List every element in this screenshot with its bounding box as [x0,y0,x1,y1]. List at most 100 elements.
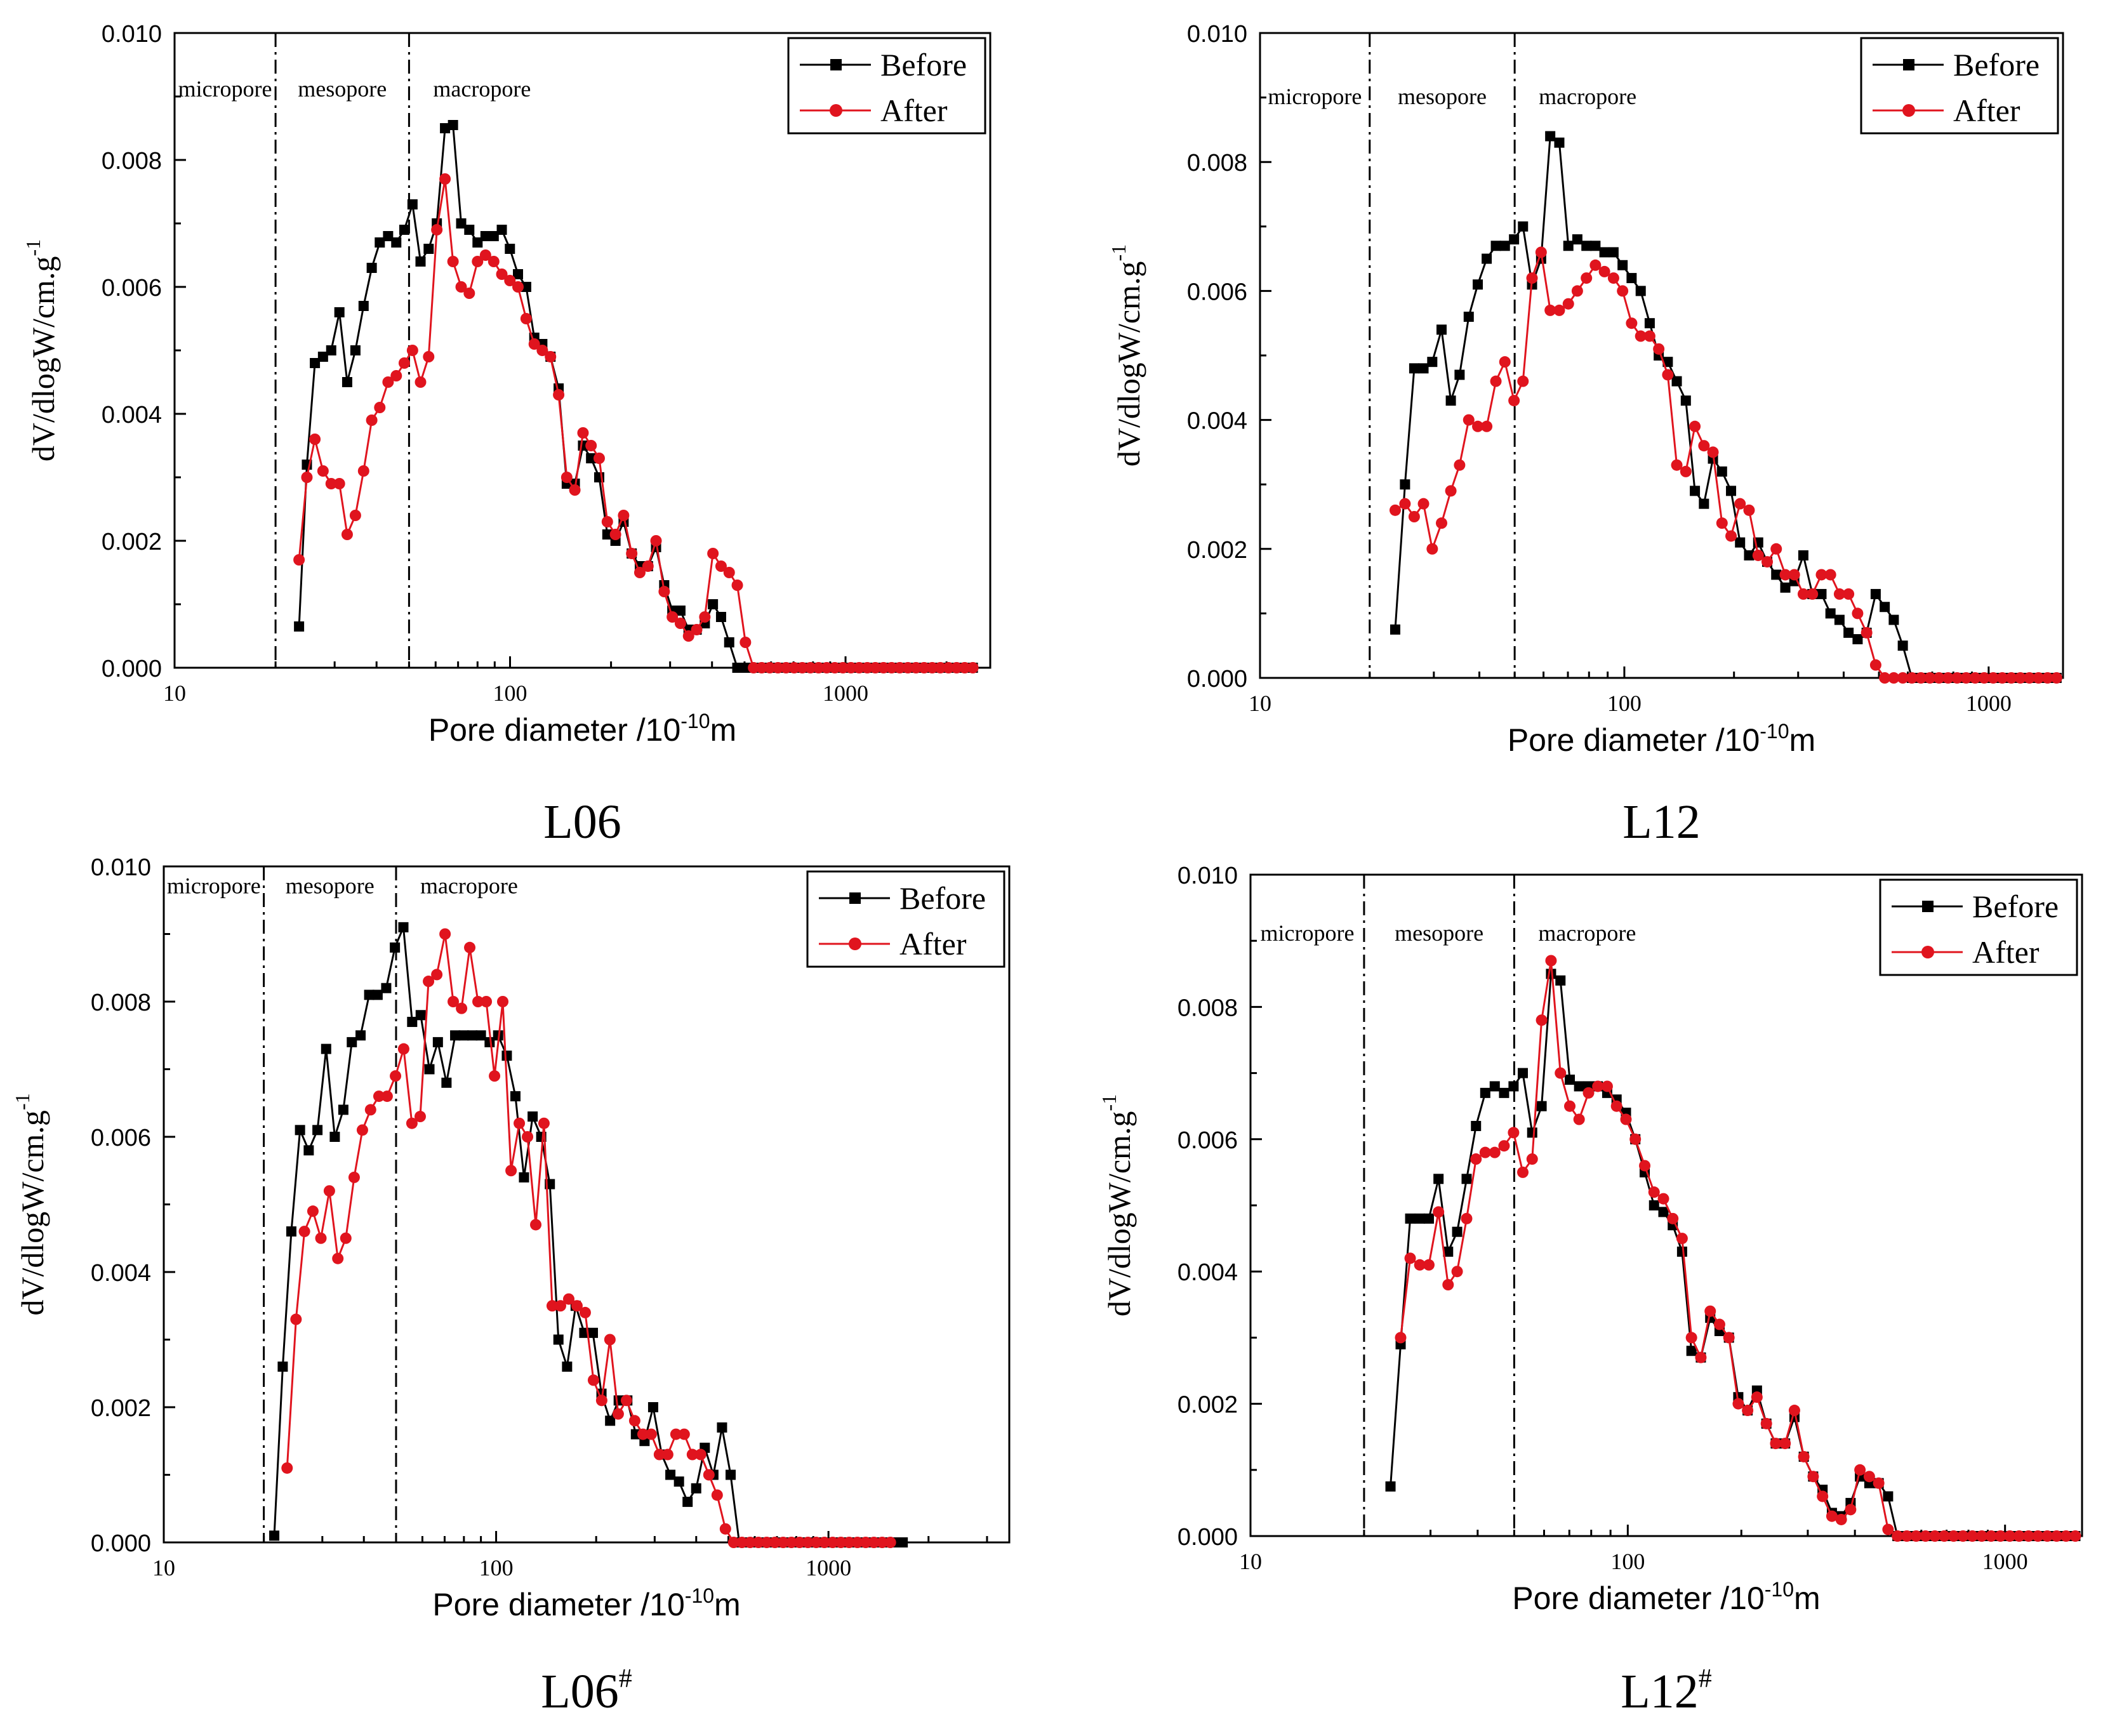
data-point [1390,624,1400,635]
data-point [703,1469,715,1481]
data-point [481,996,493,1007]
data-point [504,275,516,286]
data-point [1526,272,1538,284]
x-tick-label: 100 [493,680,527,706]
data-point [1461,1174,1472,1184]
data-point [1571,285,1583,297]
plot-frame [163,865,1011,1544]
data-point [281,1462,293,1474]
data-point [424,1064,435,1075]
data-point [1463,312,1474,322]
data-point [1760,1417,1772,1429]
data-point [2041,672,2053,684]
data-point [1443,1246,1454,1257]
data-point [1435,517,1447,529]
data-point [715,560,727,572]
data-point [450,1030,461,1041]
data-point [604,1334,616,1346]
data-point [333,478,345,489]
data-point [382,376,394,388]
data-point [340,1232,352,1244]
data-point [647,1402,658,1412]
data-point [1879,672,1891,684]
data-point [2050,672,2062,684]
data-point [1426,543,1438,555]
region-label-macropore: macropore [433,76,531,102]
series-line [1400,960,2076,1537]
data-point [1517,1166,1529,1178]
data-point [1404,1252,1416,1264]
data-point [1906,672,1918,684]
data-point [748,662,760,673]
data-point [853,662,865,673]
data-point [1555,975,1566,986]
x-tick-label: 10 [152,1555,175,1580]
data-point [1854,1464,1866,1476]
data-point [877,662,889,673]
data-point [602,529,613,540]
data-point [456,218,467,229]
data-point [1897,672,1909,684]
data-point [355,1030,366,1041]
data-point [554,1300,566,1312]
data-point [785,1537,797,1548]
data-point [1589,259,1602,271]
data-point [593,453,605,464]
data-point [1499,356,1511,368]
data-point [1409,363,1419,374]
data-point [1452,1226,1463,1237]
data-point [510,1091,521,1102]
panel-title: L12# [1621,1664,1711,1718]
data-point [325,478,337,489]
data-point [415,256,426,267]
data-point [407,199,418,209]
data-point [1987,672,2000,684]
data-point [317,352,328,362]
series-after [1395,955,2081,1542]
data-point [448,120,458,130]
data-point [399,225,409,235]
chart-panel-4: 10 100 1000 0.000 0.002 0.004 0.006 0.008 0.010 P… [1098,863,2083,1718]
series-after [281,928,896,1548]
data-point [1400,479,1410,490]
data-point [298,1226,310,1238]
data-point [415,376,427,388]
y-tick-label: 0.000 [91,1530,151,1557]
data-point [1385,1481,1396,1492]
data-point [1929,1530,1941,1542]
data-point [358,301,369,311]
data-point [708,599,719,609]
data-point [561,472,573,483]
data-point [1852,634,1863,645]
data-point [1843,627,1854,638]
data-point [447,256,459,267]
data-point [1418,363,1429,374]
data-point [732,663,743,673]
data-point [397,1043,409,1055]
region-label-mesopore: mesopore [1398,84,1487,109]
legend-marker [849,892,861,904]
data-point [1751,1391,1763,1403]
data-point [1562,298,1574,310]
data-point [1920,1530,1932,1542]
data-point [1489,1146,1501,1158]
data-point [277,1362,288,1372]
data-point [1454,369,1465,380]
data-point [1770,1438,1782,1450]
data-point [1680,395,1691,406]
x-tick-label: 1000 [823,680,868,706]
data-point [332,1252,344,1264]
data-point [303,1145,314,1156]
data-point [488,231,499,241]
data-point [1910,1530,1922,1542]
data-point [364,1104,376,1116]
x-axis: 10 100 1000 [163,656,948,706]
data-point [1581,272,1593,284]
data-point [1761,556,1774,568]
legend-label: After [899,926,967,962]
data-point [1690,486,1701,496]
data-point [1723,1332,1735,1344]
y-tick-label: 0.010 [1187,21,1247,48]
data-point [1436,324,1447,335]
data-point [587,1374,599,1386]
